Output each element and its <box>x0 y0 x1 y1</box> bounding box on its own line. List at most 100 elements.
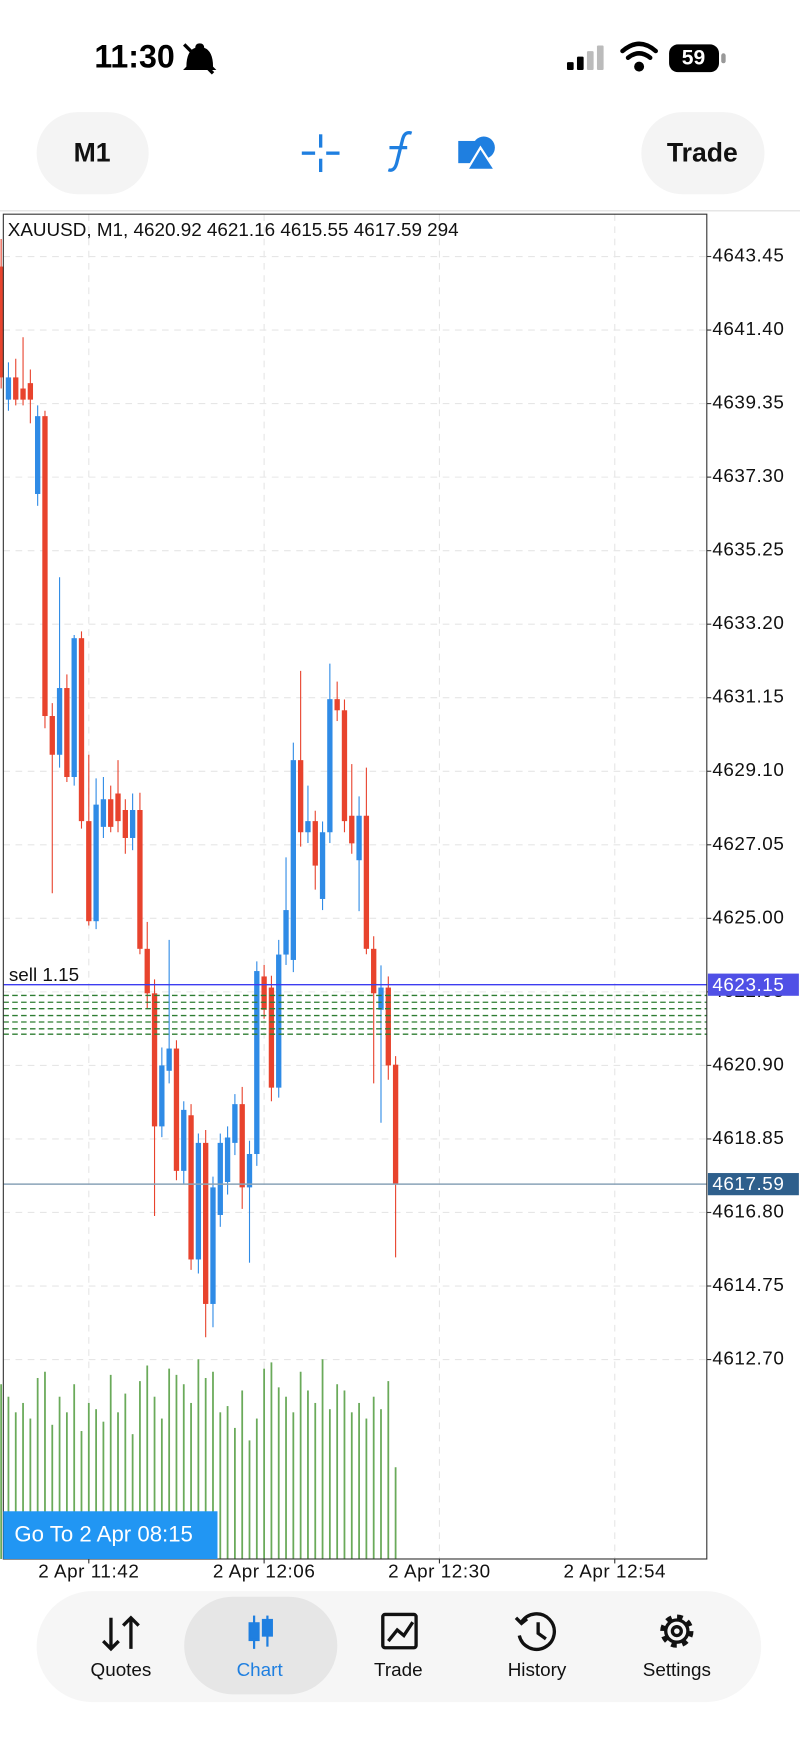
trade-button[interactable] <box>641 112 765 195</box>
y-tick-label: 4620.90 <box>712 1053 784 1074</box>
trade-icon-box <box>381 1612 418 1650</box>
price-tag-label: 4623.15 <box>712 974 784 995</box>
gear-hub <box>670 1625 683 1638</box>
nav-label[interactable]: Trade <box>374 1659 423 1680</box>
candle-body <box>290 760 296 960</box>
volume-bar <box>51 1424 54 1559</box>
candle-body <box>137 810 143 949</box>
candle-body <box>108 799 114 827</box>
battery-cap <box>721 53 726 64</box>
volume-bar <box>175 1374 178 1559</box>
candle-body <box>356 815 362 861</box>
candle-body <box>71 638 77 778</box>
signal-bar <box>566 62 574 70</box>
volume-bar <box>117 1412 119 1559</box>
objects-icon[interactable] <box>458 136 497 171</box>
nav-label[interactable]: Settings <box>643 1659 711 1680</box>
volume-bar <box>219 1412 222 1559</box>
volume-bar <box>168 1368 171 1559</box>
crosshair-icon[interactable] <box>301 134 340 173</box>
y-tick-label: 4643.45 <box>712 244 784 265</box>
candle-body <box>392 1064 399 1185</box>
volume-bar <box>365 1418 368 1559</box>
candle-body <box>5 377 12 400</box>
volume-bar <box>212 1371 214 1559</box>
candle-body <box>312 821 318 866</box>
volume-bar <box>350 1412 353 1559</box>
volume-bar <box>307 1390 309 1559</box>
candle-body <box>42 416 48 717</box>
y-tick-label: 4618.85 <box>712 1127 784 1148</box>
timeframe-button[interactable] <box>36 112 149 195</box>
history-arrow <box>514 1616 529 1626</box>
volume-bar <box>58 1396 61 1559</box>
quotes-icon[interactable] <box>102 1615 140 1652</box>
candle-body <box>195 1142 202 1260</box>
candle-body <box>363 815 370 949</box>
history-circle <box>517 1612 556 1651</box>
volume-bar <box>204 1377 207 1559</box>
candle-body <box>78 638 85 822</box>
history-icon[interactable] <box>514 1612 556 1651</box>
volume-bar <box>197 1359 200 1559</box>
trade-button-label[interactable]: Trade <box>667 137 738 167</box>
goto-button-label[interactable]: Go To 2 Apr 08:15 <box>14 1522 192 1547</box>
candle-body <box>20 388 26 400</box>
price-tag <box>707 1173 799 1196</box>
volume-bar <box>14 1412 17 1559</box>
y-tick-label: 4635.25 <box>712 539 784 560</box>
candle-body <box>129 810 136 838</box>
signal-bar <box>586 51 594 70</box>
y-tick-label: 4625.00 <box>712 906 784 927</box>
volume-bar <box>124 1393 127 1559</box>
volume-bar <box>321 1359 324 1559</box>
settings-icon[interactable] <box>660 1614 694 1648</box>
gear-ring <box>664 1618 690 1644</box>
timeframe-label[interactable]: M1 <box>74 137 111 167</box>
mute-icon <box>183 43 217 75</box>
candle-body <box>239 1104 245 1188</box>
trade-icon[interactable] <box>381 1612 418 1650</box>
candle-body <box>210 1187 216 1304</box>
nav-label[interactable]: History <box>508 1659 567 1680</box>
candle-body <box>181 1109 187 1171</box>
candle-body <box>144 948 150 994</box>
candle-body <box>224 1137 231 1182</box>
volume-bar <box>22 1402 24 1559</box>
volume-bar <box>394 1467 397 1559</box>
volume-bar <box>87 1402 90 1559</box>
volume-bar <box>263 1368 266 1559</box>
indicator-icon[interactable] <box>387 131 413 172</box>
volume-bar <box>65 1412 68 1559</box>
nav-label[interactable]: Quotes <box>91 1659 152 1680</box>
volume-bar <box>285 1396 287 1559</box>
chart-title: XAUUSD, M1, 4620.92 4621.16 4615.55 4617… <box>8 219 459 240</box>
price-tag-label: 4617.59 <box>712 1173 784 1194</box>
volume-bar <box>234 1427 236 1559</box>
y-tick-label: 4612.70 <box>712 1348 784 1369</box>
volume-bar <box>314 1402 317 1559</box>
chart-icon[interactable] <box>248 1615 273 1649</box>
goto-button[interactable] <box>3 1511 218 1559</box>
volume-bar <box>190 1402 192 1559</box>
volume-bar <box>358 1402 360 1559</box>
candle-body <box>349 815 355 844</box>
candle-body <box>283 910 289 955</box>
candle-body <box>173 1048 180 1171</box>
candle-body <box>115 793 121 822</box>
candle-body <box>268 987 275 1088</box>
volume-bar <box>255 1418 258 1559</box>
volume-bar <box>182 1384 185 1559</box>
candle-body <box>276 954 282 1088</box>
candle-body <box>254 971 260 1155</box>
candle-body <box>49 716 55 755</box>
nav-label[interactable]: Chart <box>237 1659 284 1680</box>
bell-slash <box>183 43 215 75</box>
candle-body <box>100 799 107 827</box>
nav-selected <box>184 1596 338 1695</box>
volume-bar <box>44 1371 46 1559</box>
volume-bar <box>109 1374 112 1559</box>
x-tick-label: 2 Apr 12:30 <box>388 1560 491 1581</box>
x-tick-label: 2 Apr 12:54 <box>563 1560 666 1581</box>
candle-body <box>0 266 4 378</box>
